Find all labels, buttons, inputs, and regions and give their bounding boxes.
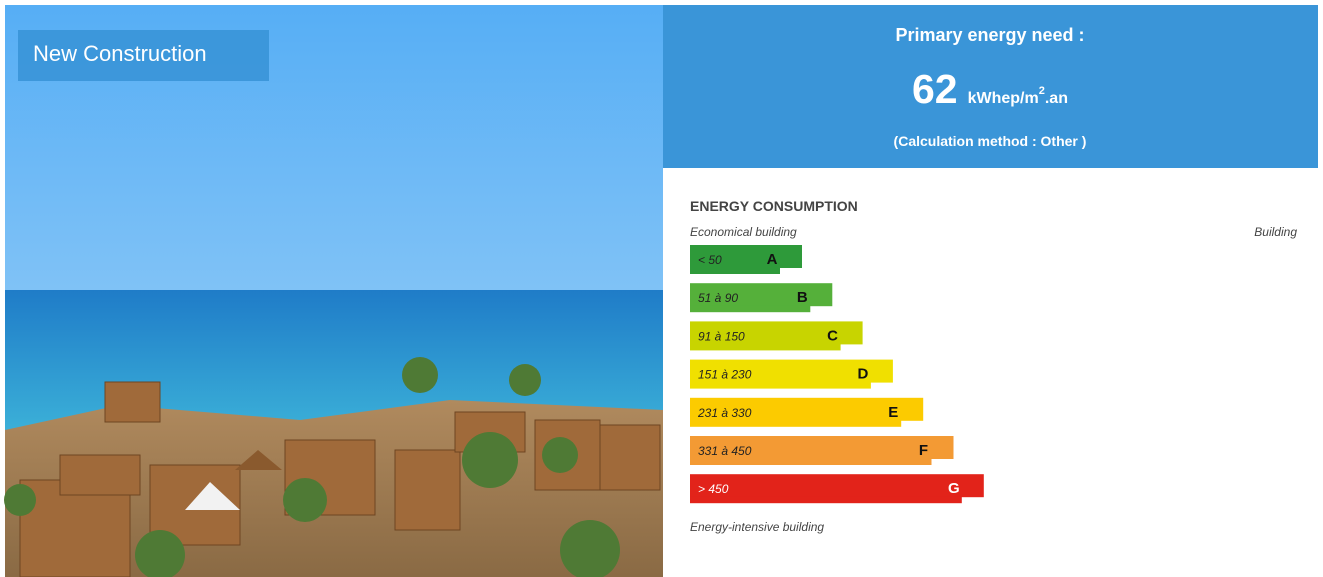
photo [4, 5, 663, 577]
rating-range: 331 à 450 [698, 444, 752, 458]
rating-range: 91 à 150 [698, 329, 745, 343]
rating-letter: C [827, 327, 838, 344]
rating-bar-foot [690, 458, 932, 465]
rating-bar-foot [690, 343, 841, 350]
scale-top-right: Building [1254, 225, 1297, 239]
rating-bar [690, 474, 984, 497]
rating-range: 51 à 90 [698, 291, 738, 305]
rating-letter: A [767, 251, 778, 268]
rating-bars: < 50 A 51 à 90 B 91 à 150 C 151 à 230 D 231 à 33… [690, 245, 984, 503]
energy-unit: kWhep/m [968, 90, 1039, 107]
rating-range: 231 à 330 [697, 406, 752, 420]
rating-bar-foot [690, 496, 962, 503]
rating-range: 151 à 230 [698, 368, 752, 382]
header-method: (Calculation method : Other ) [894, 133, 1087, 149]
scale-bottom: Energy-intensive building [690, 520, 824, 534]
rating-letter: G [948, 480, 960, 497]
energy-value: 62 [912, 66, 958, 112]
rating-bar-foot [690, 420, 901, 427]
rating-range: > 450 [698, 482, 729, 496]
screen: New Construction Primary energy need : 6… [0, 0, 1323, 577]
rating-letter: D [857, 366, 868, 383]
rating-letter: F [919, 442, 928, 459]
rating-letter: E [888, 404, 898, 421]
rating-bar-foot [690, 305, 810, 312]
header-title: Primary energy need : [895, 25, 1084, 45]
section-title: ENERGY CONSUMPTION [690, 198, 858, 214]
rating-range: < 50 [698, 253, 722, 267]
rating-letter: B [797, 289, 808, 306]
scale-top-left: Economical building [690, 225, 797, 239]
page: New Construction Primary energy need : 6… [0, 0, 1323, 577]
rating-bar-foot [690, 382, 871, 389]
energy-unit-suffix: .an [1045, 90, 1068, 107]
photo-label: New Construction [33, 41, 207, 66]
rating-bar-foot [690, 267, 780, 274]
